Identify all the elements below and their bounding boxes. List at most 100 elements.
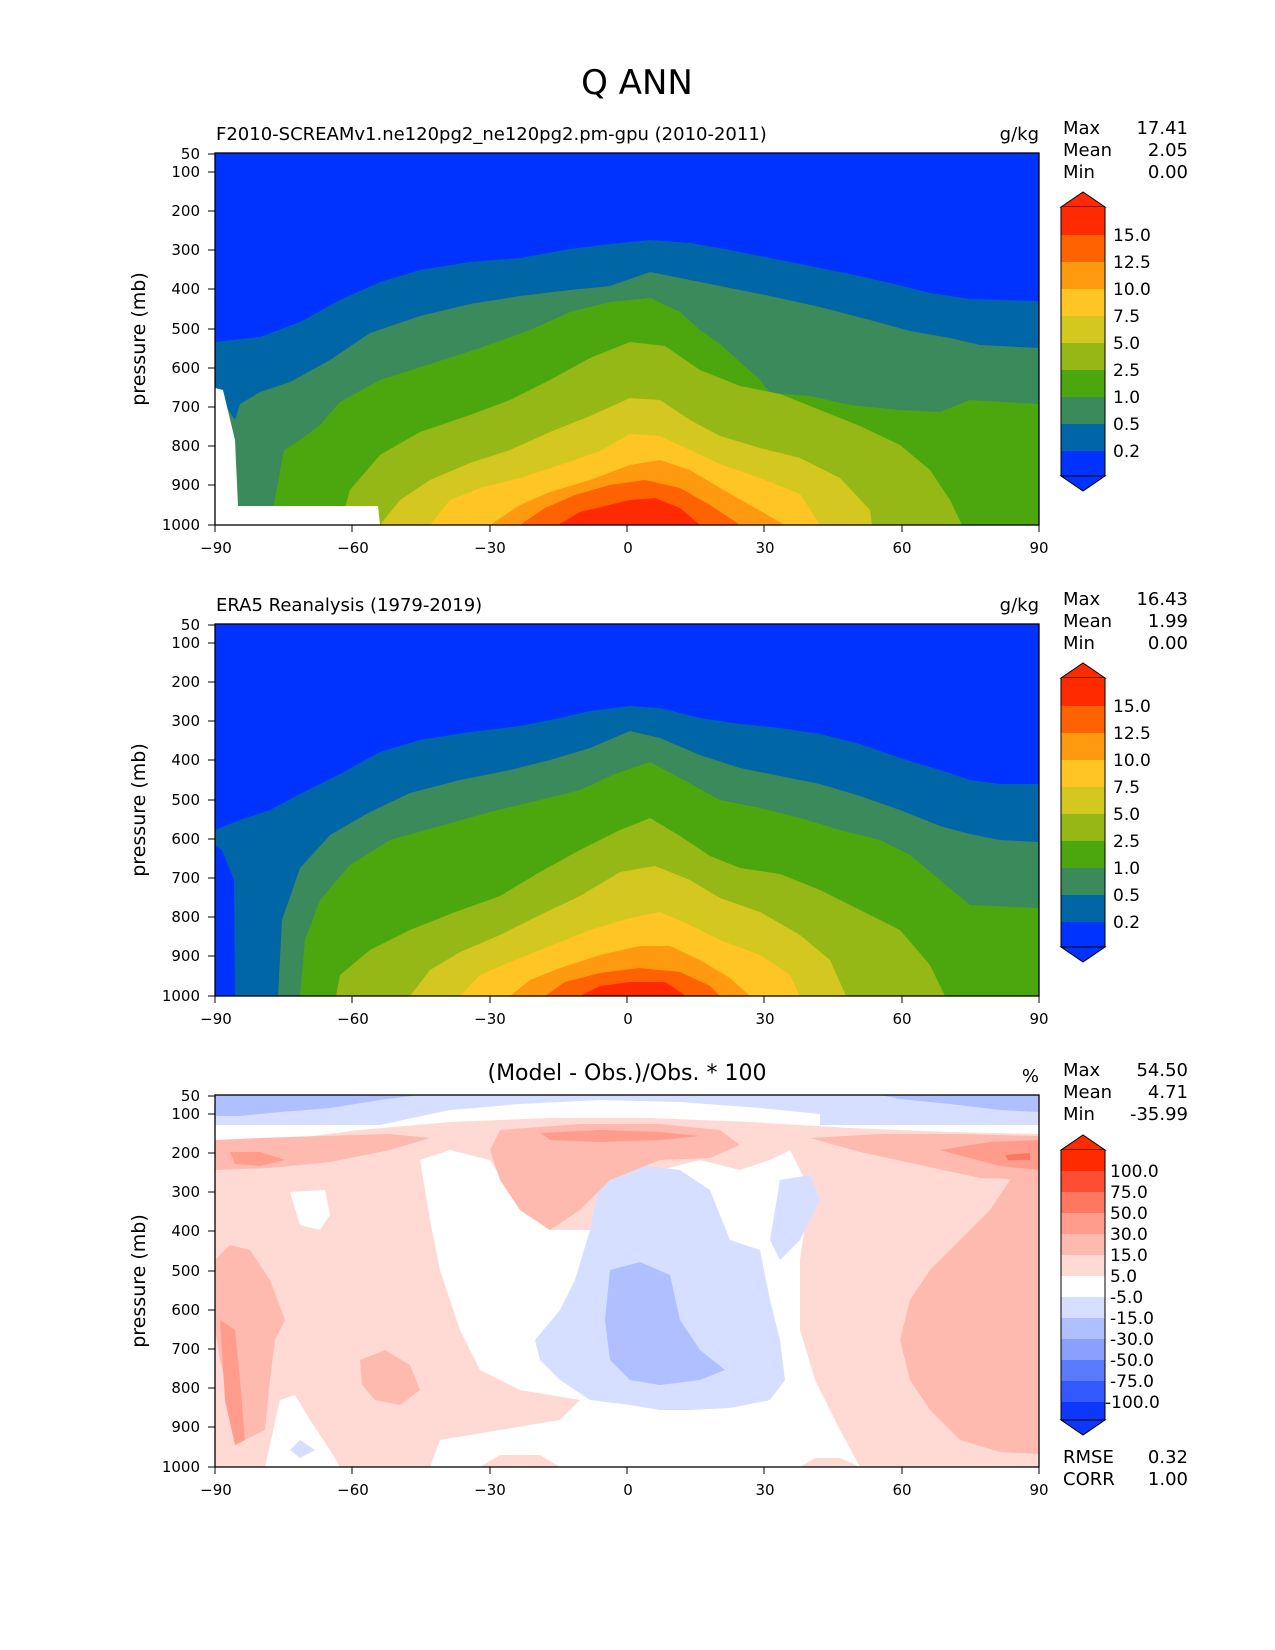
stat-label: Max: [1063, 118, 1101, 139]
contour-band: [220, 1320, 245, 1445]
colorbar-swatch: [1061, 1255, 1105, 1276]
contour-band: [580, 982, 686, 996]
panel-diff-ylabel: pressure (mb): [128, 1214, 150, 1348]
y-tick-label: 500: [171, 320, 200, 338]
colorbar-label: 12.5: [1113, 724, 1151, 744]
y-tick-label: 100: [171, 163, 200, 181]
colorbar-label: 10.0: [1113, 280, 1151, 300]
x-tick-label: −60: [337, 1481, 369, 1499]
colorbar-swatch: [1061, 1297, 1105, 1318]
stat-label: Mean: [1063, 611, 1112, 632]
colorbar-swatch: [1061, 1318, 1105, 1339]
colorbar-label: -100.0: [1105, 1393, 1160, 1413]
colorbar-swatch: [1061, 1381, 1105, 1402]
panel-obs-colorbar: 15.0 12.5 10.0 7.5 5.0 2.5 1.0 0.5 0.2: [1059, 662, 1151, 963]
y-tick-label: 300: [171, 712, 200, 730]
panel-model-plot: [215, 153, 1039, 525]
colorbar-label: 5.0: [1110, 1267, 1137, 1287]
y-tick-label: 800: [171, 908, 200, 926]
contour-band: [215, 1095, 420, 1116]
panel-model-title: F2010-SCREAMv1.ne120pg2_ne120pg2.pm-gpu …: [216, 124, 767, 145]
colorbar-swatch: [1061, 370, 1105, 397]
colorbar-label: 15.0: [1110, 1246, 1148, 1266]
panel-obs: ERA5 Reanalysis (1979-2019) g/kg Max 16.…: [128, 589, 1188, 1028]
stat-value: 1.00: [1148, 1469, 1188, 1490]
colorbar-swatch: [1061, 397, 1105, 424]
colorbar-label: 50.0: [1110, 1204, 1148, 1224]
panel-diff-plot: [215, 1095, 1039, 1467]
stat-value: 54.50: [1136, 1060, 1188, 1081]
colorbar-swatch: [1061, 343, 1105, 370]
y-tick-label: 400: [171, 1222, 200, 1240]
contour-band: [540, 1130, 700, 1142]
colorbar-swatch: [1061, 289, 1105, 316]
x-tick-label: 60: [892, 1481, 911, 1499]
stat-value: 0.00: [1148, 162, 1188, 183]
contour-band: [230, 1152, 285, 1166]
panel-model-colorbar: 15.0 12.5 10.0 7.5 5.0 2.5 1.0 0.5 0.2: [1059, 191, 1151, 492]
y-tick-label: 500: [171, 1262, 200, 1280]
panel-model-ylabel: pressure (mb): [128, 272, 150, 406]
colorbar-swatch: [1061, 1360, 1105, 1381]
y-tick-label: 200: [171, 673, 200, 691]
colorbar-outline: [1060, 1150, 1106, 1420]
colorbar-label: 5.0: [1113, 805, 1140, 825]
stat-label: Min: [1063, 1104, 1095, 1125]
colorbar-label: 0.5: [1113, 415, 1140, 435]
colorbar-cap-top: [1059, 191, 1107, 208]
y-tick-label: 600: [171, 830, 200, 848]
panel-obs-yticks: 50 100 200 300 400 500 600 700 800 900 1…: [162, 616, 215, 1005]
colorbar-swatch: [1061, 1192, 1105, 1213]
panel-model-xticks: −90 −60 −30 0 30 60 90: [200, 525, 1049, 557]
y-tick-label: 400: [171, 280, 200, 298]
colorbar-label: 0.2: [1113, 913, 1140, 933]
colorbar-outline: [1060, 678, 1106, 947]
stat-label: Mean: [1063, 1082, 1112, 1103]
panel-diff: (Model - Obs.)/Obs. * 100 % Max 54.50 Me…: [128, 1060, 1188, 1499]
colorbar-swatch: [1061, 678, 1105, 706]
colorbar-label: -5.0: [1110, 1288, 1143, 1308]
x-tick-marks: [214, 1467, 1040, 1474]
panel-obs-units: g/kg: [1000, 595, 1039, 616]
stat-value: 17.41: [1136, 118, 1188, 139]
y-tick-label: 200: [171, 202, 200, 220]
y-tick-label: 1000: [162, 987, 200, 1005]
x-tick-label: 30: [755, 1010, 774, 1028]
colorbar-swatch: [1061, 316, 1105, 343]
colorbar-swatch: [1061, 841, 1105, 868]
y-tick-marks: [208, 1095, 215, 1468]
colorbar-swatch: [1061, 760, 1105, 787]
stat-value: 1.99: [1148, 611, 1188, 632]
stat-value: 0.32: [1148, 1447, 1188, 1468]
panel-diff-yticks: 50 100 200 300 400 500 600 700 800 900 1…: [162, 1087, 215, 1476]
contour-band: [265, 1395, 340, 1467]
panel-diff-colorbar: 100.0 75.0 50.0 30.0 15.0 5.0 -5.0 -15.0…: [1059, 1134, 1160, 1436]
colorbar-swatch: [1061, 733, 1105, 760]
stat-label: Mean: [1063, 140, 1112, 161]
y-tick-marks: [208, 153, 215, 526]
y-tick-label: 100: [171, 634, 200, 652]
colorbar-swatch: [1061, 1339, 1105, 1360]
x-tick-label: 90: [1029, 1481, 1048, 1499]
y-tick-label: 200: [171, 1144, 200, 1162]
panel-diff-xticks: −90 −60 −30 0 30 60 90: [200, 1467, 1049, 1499]
stat-value: 0.00: [1148, 633, 1188, 654]
y-tick-label: 700: [171, 398, 200, 416]
colorbar-swatch: [1061, 1171, 1105, 1192]
stat-value: -35.99: [1130, 1104, 1188, 1125]
y-tick-label: 900: [171, 476, 200, 494]
x-tick-marks: [214, 525, 1040, 532]
y-tick-label: 700: [171, 1340, 200, 1358]
stat-label: CORR: [1063, 1469, 1115, 1490]
x-tick-label: −30: [474, 539, 506, 557]
colorbar-swatch: [1061, 262, 1105, 289]
contour-band: [360, 1350, 420, 1405]
x-tick-label: 60: [892, 539, 911, 557]
stat-value: 4.71: [1148, 1082, 1188, 1103]
panel-model-units: g/kg: [1000, 124, 1039, 145]
y-tick-label: 700: [171, 869, 200, 887]
x-tick-marks: [214, 996, 1040, 1003]
contour-band: [290, 1190, 330, 1230]
colorbar-swatch: [1061, 706, 1105, 733]
